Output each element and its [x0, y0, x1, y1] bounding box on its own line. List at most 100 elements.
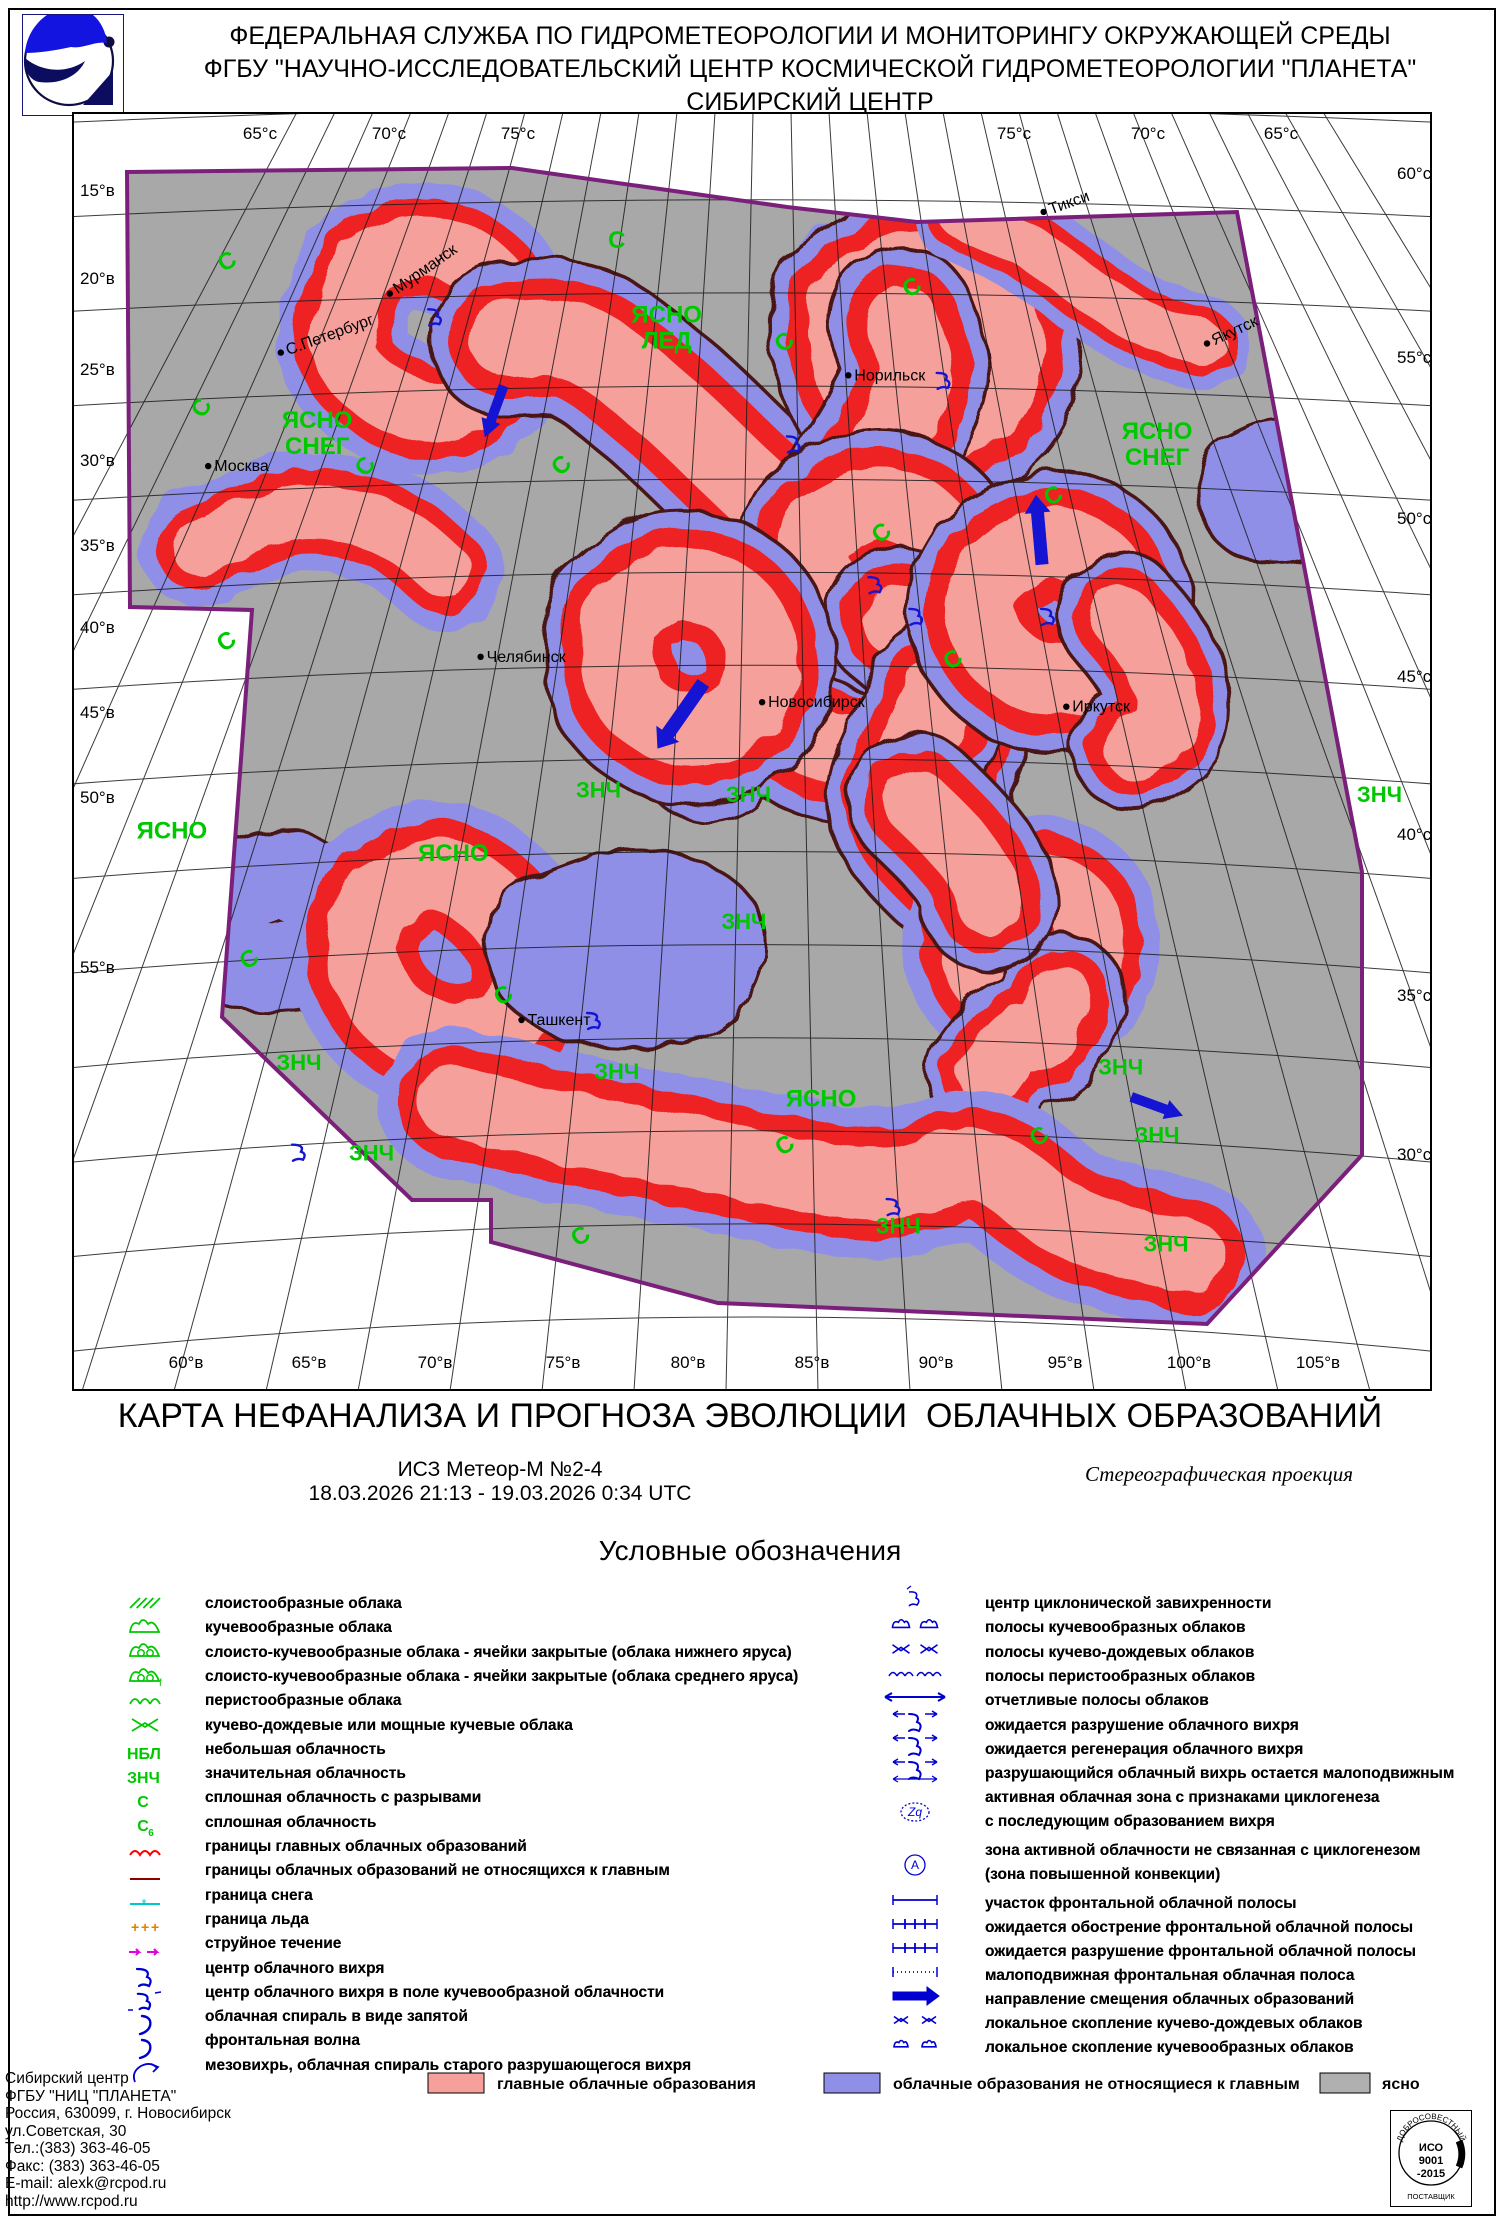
svg-text:С: С	[137, 1794, 149, 1811]
svg-text:ожидается регенерация облачног: ожидается регенерация облачного вихря	[985, 1741, 1303, 1758]
svg-text:ЗНЧ: ЗНЧ	[576, 778, 621, 803]
svg-text:центр циклонической завихренно: центр циклонической завихренности	[985, 1595, 1271, 1612]
svg-text:Челябинск: Челябинск	[487, 649, 567, 666]
svg-text:*: *	[141, 1896, 146, 1911]
svg-text:30°в: 30°в	[80, 451, 115, 470]
svg-text:55°в: 55°в	[80, 958, 115, 977]
svg-text:25°в: 25°в	[80, 360, 115, 379]
svg-text:15°в: 15°в	[80, 181, 115, 200]
svg-text:ЯСНО: ЯСНО	[418, 840, 489, 867]
svg-text:фронтальная волна: фронтальная волна	[205, 2032, 360, 2049]
svg-text:60°с: 60°с	[1397, 164, 1432, 183]
svg-text:граница льда: граница льда	[205, 1911, 309, 1928]
svg-text:(зона повышенной конвекции): (зона повышенной конвекции)	[985, 1866, 1220, 1883]
svg-text:кучевообразные облака: кучевообразные облака	[205, 1619, 392, 1636]
svg-text:70°в: 70°в	[418, 1353, 453, 1372]
svg-text:ожидается обострение фронтальн: ожидается обострение фронтальной облачно…	[985, 1919, 1413, 1936]
svg-text:Новосибирск: Новосибирск	[768, 694, 866, 711]
svg-text:90°в: 90°в	[919, 1353, 954, 1372]
svg-text:облачная спираль в виде запято: облачная спираль в виде запятой	[205, 2008, 468, 2025]
svg-text:слоистообразные облака: слоистообразные облака	[205, 1595, 402, 1612]
svg-text:ЯСНО: ЯСНО	[786, 1085, 857, 1112]
svg-text:ЗНЧ: ЗНЧ	[726, 782, 771, 807]
svg-text:полосы кучевообразных облаков: полосы кучевообразных облаков	[985, 1619, 1246, 1636]
svg-text:границы облачных образований н: границы облачных образований не относящи…	[205, 1862, 670, 1879]
svg-text:30°с: 30°с	[1397, 1145, 1432, 1164]
svg-text:45°с: 45°с	[1397, 667, 1432, 686]
svg-text:ЯСНО: ЯСНО	[137, 817, 208, 844]
svg-text:ЗНЧ: ЗНЧ	[1098, 1055, 1143, 1080]
svg-text:ЯСНО: ЯСНО	[631, 302, 702, 329]
svg-text:направление смещения облачных: направление смещения облачных образовани…	[985, 1991, 1354, 2008]
svg-text:95°в: 95°в	[1048, 1353, 1083, 1372]
svg-text:f: f	[159, 1678, 162, 1689]
svg-text:границы главных облачных образ: границы главных облачных образований	[205, 1838, 527, 1855]
svg-text:ясно: ясно	[1381, 2076, 1420, 2093]
svg-text:С: С	[608, 227, 625, 254]
svg-text:ЯСНО: ЯСНО	[1122, 418, 1193, 445]
svg-text:Иркутск: Иркутск	[1072, 699, 1131, 716]
svg-text:105°в: 105°в	[1296, 1353, 1340, 1372]
svg-text:ЗНЧ: ЗНЧ	[349, 1141, 394, 1166]
svg-text:мезовихрь, облачная спираль ст: мезовихрь, облачная спираль старого разр…	[205, 2057, 691, 2074]
svg-text:ЗНЧ: ЗНЧ	[721, 909, 766, 934]
svg-text:55°с: 55°с	[1397, 348, 1432, 367]
svg-text:Zq: Zq	[907, 1805, 922, 1819]
svg-text:облачные образования не относя: облачные образования не относящиеся к гл…	[893, 2076, 1300, 2093]
svg-text:ожидается разрушение фронтальн: ожидается разрушение фронтальной облачно…	[985, 1943, 1416, 1960]
svg-text:слоисто-кучевообразные облака: слоисто-кучевообразные облака - ячейки з…	[205, 1644, 792, 1661]
svg-text:65°с: 65°с	[243, 124, 278, 143]
svg-text:перистообразные облака: перистообразные облака	[205, 1692, 402, 1709]
svg-text:60°в: 60°в	[169, 1353, 204, 1372]
svg-text:ЯСНО: ЯСНО	[282, 407, 353, 434]
svg-text:ЗНЧ: ЗНЧ	[1135, 1123, 1180, 1148]
svg-text:с последующим образованием вих: с последующим образованием вихря	[985, 1813, 1275, 1830]
svg-text:+: +	[131, 1919, 139, 1935]
svg-text:ЗНЧ: ЗНЧ	[127, 1770, 160, 1787]
svg-text:75°в: 75°в	[546, 1353, 581, 1372]
svg-text:ЗНЧ: ЗНЧ	[276, 1050, 321, 1075]
svg-text:35°в: 35°в	[80, 536, 115, 555]
svg-text:центр облачного вихря: центр облачного вихря	[205, 1960, 384, 1977]
svg-text:отчетливые полосы облаков: отчетливые полосы облаков	[985, 1692, 1209, 1709]
svg-text:35°с: 35°с	[1397, 986, 1432, 1005]
svg-text:+: +	[141, 1919, 149, 1935]
svg-text:65°в: 65°в	[292, 1353, 327, 1372]
svg-text:СНЕГ: СНЕГ	[285, 433, 350, 460]
svg-text:45°в: 45°в	[80, 703, 115, 722]
svg-text:40°с: 40°с	[1397, 825, 1432, 844]
svg-text:главные облачные образования: главные облачные образования	[497, 2076, 756, 2093]
svg-text:локальное скопление кучево-дож: локальное скопление кучево-дождевых обла…	[985, 2015, 1363, 2032]
svg-text:ЗНЧ: ЗНЧ	[594, 1059, 639, 1084]
svg-text:НБЛ: НБЛ	[127, 1746, 161, 1763]
svg-text:A: A	[911, 1858, 919, 1872]
svg-text:кучево-дождевые или мощные куч: кучево-дождевые или мощные кучевые облак…	[205, 1717, 573, 1734]
svg-text:75°с: 75°с	[501, 124, 536, 143]
svg-text:значительная облачность: значительная облачность	[205, 1765, 406, 1782]
svg-text:20°в: 20°в	[80, 269, 115, 288]
svg-text:СНЕГ: СНЕГ	[1125, 444, 1190, 471]
svg-text:полосы кучево-дождевых облаков: полосы кучево-дождевых облаков	[985, 1644, 1254, 1661]
svg-text:+: +	[151, 1919, 159, 1935]
svg-text:граница снега: граница снега	[205, 1887, 313, 1904]
svg-text:70°с: 70°с	[372, 124, 407, 143]
svg-text:65°с: 65°с	[1264, 124, 1299, 143]
svg-text:ЗНЧ: ЗНЧ	[1144, 1232, 1189, 1257]
svg-text:100°в: 100°в	[1167, 1353, 1211, 1372]
svg-text:участок фронтальной облачной п: участок фронтальной облачной полосы	[985, 1895, 1297, 1912]
svg-text:6: 6	[148, 1828, 154, 1839]
svg-text:центр облачного вихря в поле к: центр облачного вихря в поле кучевообраз…	[205, 1984, 664, 2001]
svg-text:Москва: Москва	[214, 458, 269, 475]
svg-text:зона активной облачности не св: зона активной облачности не связанная с …	[985, 1842, 1420, 1859]
svg-text:70°с: 70°с	[1131, 124, 1166, 143]
svg-text:50°с: 50°с	[1397, 509, 1432, 528]
svg-text:40°в: 40°в	[80, 618, 115, 637]
svg-text:85°в: 85°в	[795, 1353, 830, 1372]
svg-text:слоисто-кучевообразные облака: слоисто-кучевообразные облака - ячейки з…	[205, 1668, 798, 1685]
svg-text:полосы перистообразных облаков: полосы перистообразных облаков	[985, 1668, 1255, 1685]
svg-text:ЛЕД: ЛЕД	[642, 328, 692, 355]
svg-text:сплошная облачность с разрывам: сплошная облачность с разрывами	[205, 1789, 481, 1806]
svg-text:разрушающийся облачный вихрь о: разрушающийся облачный вихрь остается ма…	[985, 1765, 1454, 1782]
svg-text:ЗНЧ: ЗНЧ	[1357, 782, 1402, 807]
svg-text:струйное течение: струйное течение	[205, 1935, 342, 1952]
